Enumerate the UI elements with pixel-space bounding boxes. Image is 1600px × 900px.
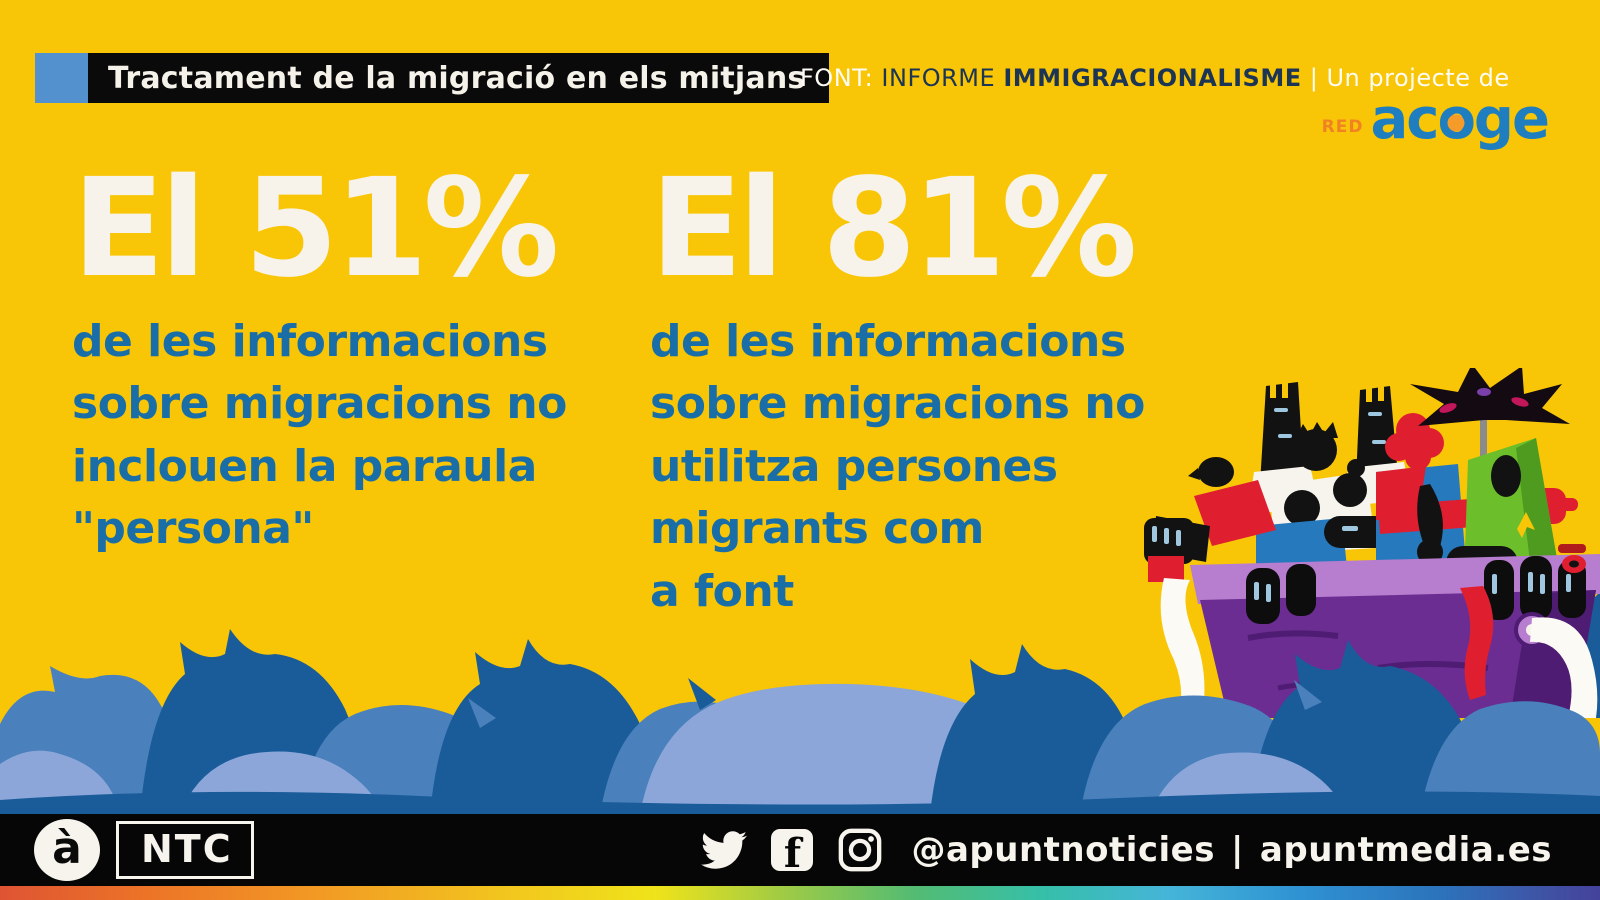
- stat-left-headline: El 51%: [72, 150, 559, 308]
- logo-acoge-word: acoge: [1370, 92, 1550, 148]
- source-report: INFORME: [881, 64, 996, 92]
- footer-handles: @apuntnoticies | apuntmedia.es: [911, 830, 1552, 870]
- stat-left-line2: sobre migracions no: [72, 378, 567, 430]
- apunt-a-logo: à: [34, 819, 100, 881]
- stat-right-line5: a font: [650, 565, 794, 617]
- website-url: apuntmedia.es: [1259, 830, 1552, 870]
- stat-left-line1: de les informacions: [72, 315, 548, 367]
- source-report-name: IMMIGRACIONALISME: [1003, 64, 1302, 92]
- logo-acoge-ac: ac: [1370, 87, 1439, 152]
- waves-illustration: [0, 614, 1600, 814]
- title-accent-square: [35, 53, 88, 103]
- source-line: FONT: INFORME IMMIGRACIONALISME | Un pro…: [800, 64, 1510, 92]
- facebook-icon: f: [769, 827, 815, 873]
- logo-o-dot-icon: [1447, 114, 1465, 132]
- stat-right-line3: utilitza persones: [650, 440, 1058, 492]
- stat-right: El 81% de les informacions sobre migraci…: [650, 158, 1210, 623]
- rainbow-strip: [0, 886, 1600, 900]
- footer-bar: à NTC f @apuntnoticies | apuntmed: [0, 814, 1600, 886]
- source-divider: |: [1309, 64, 1319, 92]
- stat-right-line4: migrants com: [650, 503, 984, 555]
- social-handle: @apuntnoticies: [911, 830, 1215, 870]
- ntc-logo: NTC: [116, 821, 254, 879]
- source-label: FONT:: [800, 64, 874, 92]
- title-banner: Tractament de la migració en els mitjans: [35, 53, 830, 103]
- apunt-a-glyph: à: [52, 822, 82, 874]
- logo-acoge-ge: ge: [1473, 87, 1550, 152]
- red-acoge-logo: RED acoge: [1321, 92, 1550, 148]
- waves-svg: [0, 629, 1600, 814]
- stat-left-line3: inclouen la paraula: [72, 440, 537, 492]
- page-title: Tractament de la migració en els mitjans: [108, 60, 806, 96]
- logo-red-label: RED: [1321, 117, 1364, 137]
- stat-right-headline: El 81%: [650, 150, 1137, 308]
- stat-right-line1: de les informacions: [650, 315, 1126, 367]
- ntc-label: NTC: [141, 827, 233, 871]
- project-label: Un projecte de: [1326, 64, 1510, 92]
- footer-social-block: f @apuntnoticies | apuntmedia.es: [701, 827, 1552, 873]
- footer-separator: |: [1230, 830, 1244, 870]
- stat-left-line4: "persona": [72, 503, 314, 555]
- stat-right-description: de les informacions sobre migracions no …: [650, 311, 1210, 623]
- stat-right-line2: sobre migracions no: [650, 378, 1145, 430]
- instagram-icon: [837, 827, 883, 873]
- facebook-f-glyph: f: [783, 830, 802, 871]
- stat-left: El 51% de les informacions sobre migraci…: [72, 158, 632, 561]
- title-black-bar: Tractament de la migració en els mitjans: [88, 53, 830, 103]
- twitter-icon: [701, 827, 748, 873]
- stat-left-description: de les informacions sobre migracions no …: [72, 311, 632, 561]
